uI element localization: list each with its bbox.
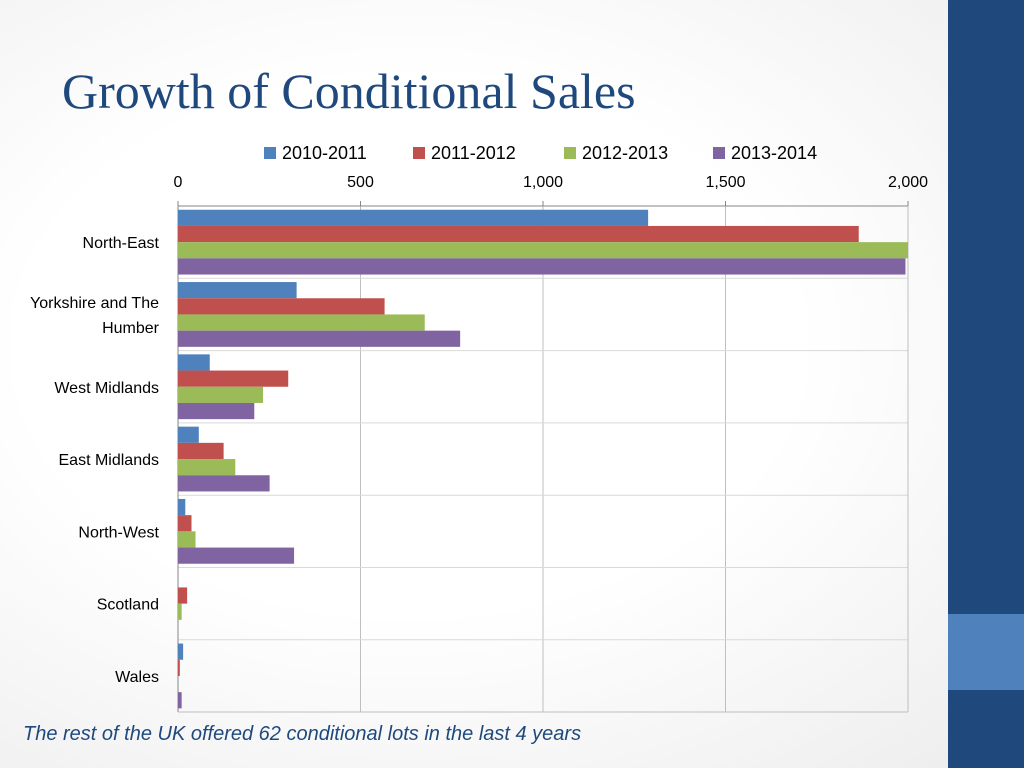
legend-label: 2010-2011: [282, 143, 367, 163]
x-tick-label: 500: [347, 174, 374, 191]
bar: [178, 282, 297, 299]
category-label: North-West: [78, 524, 159, 541]
category-label: Wales: [115, 669, 159, 686]
category-label: Yorkshire and The: [30, 295, 159, 312]
bar: [178, 298, 385, 315]
bar: [178, 314, 425, 331]
bar: [178, 692, 182, 709]
slide-title: Growth of Conditional Sales: [62, 63, 636, 119]
bar: [178, 587, 188, 604]
bar: [178, 209, 649, 226]
bar: [178, 643, 184, 660]
legend-swatch: [264, 147, 276, 159]
side-accent: [948, 614, 1024, 690]
category-label: North-East: [83, 235, 160, 252]
bar: [178, 225, 859, 243]
x-tick-label: 1,500: [705, 174, 745, 191]
bar: [178, 242, 908, 259]
bar: [178, 370, 289, 387]
footnote: The rest of the UK offered 62 conditiona…: [23, 723, 582, 745]
bar: [178, 498, 186, 516]
bar: [178, 442, 224, 460]
legend-label: 2012-2013: [582, 143, 668, 163]
legend-swatch: [713, 147, 725, 159]
bar: [178, 531, 196, 548]
legend-label: 2011-2012: [431, 143, 516, 163]
category-label: Scotland: [97, 597, 159, 614]
bar: [178, 603, 182, 620]
bar: [178, 354, 210, 371]
x-tick-label: 1,000: [523, 174, 563, 191]
legend-swatch: [564, 147, 576, 159]
bar-chart: 0 500 1,000 1,500 2,000 North-East Yorkshire a…: [30, 143, 928, 713]
bar: [178, 475, 270, 492]
x-tick-label: 2,000: [888, 174, 928, 191]
bar: [178, 659, 180, 676]
bar: [178, 330, 461, 347]
legend-label: 2013-2014: [731, 143, 817, 163]
bar: [178, 386, 264, 403]
x-tick-label: 0: [174, 174, 183, 191]
bar: [178, 426, 199, 443]
legend-swatch: [413, 147, 425, 159]
bar: [178, 258, 906, 275]
category-label: East Midlands: [59, 452, 160, 469]
bar: [178, 547, 295, 564]
category-label: West Midlands: [54, 380, 159, 397]
bar: [178, 459, 236, 476]
category-label: Humber: [102, 320, 160, 337]
bar: [178, 515, 192, 532]
bar: [178, 402, 255, 420]
